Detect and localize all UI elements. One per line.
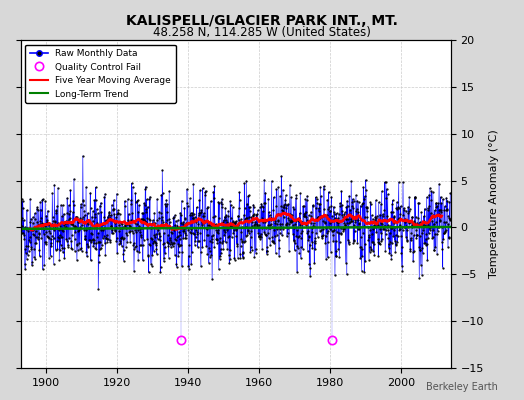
Text: Berkeley Earth: Berkeley Earth (426, 382, 498, 392)
Y-axis label: Temperature Anomaly (°C): Temperature Anomaly (°C) (489, 130, 499, 278)
Text: 48.258 N, 114.285 W (United States): 48.258 N, 114.285 W (United States) (153, 26, 371, 39)
Legend: Raw Monthly Data, Quality Control Fail, Five Year Moving Average, Long-Term Tren: Raw Monthly Data, Quality Control Fail, … (26, 44, 176, 103)
Text: KALISPELL/GLACIER PARK INT., MT.: KALISPELL/GLACIER PARK INT., MT. (126, 14, 398, 28)
